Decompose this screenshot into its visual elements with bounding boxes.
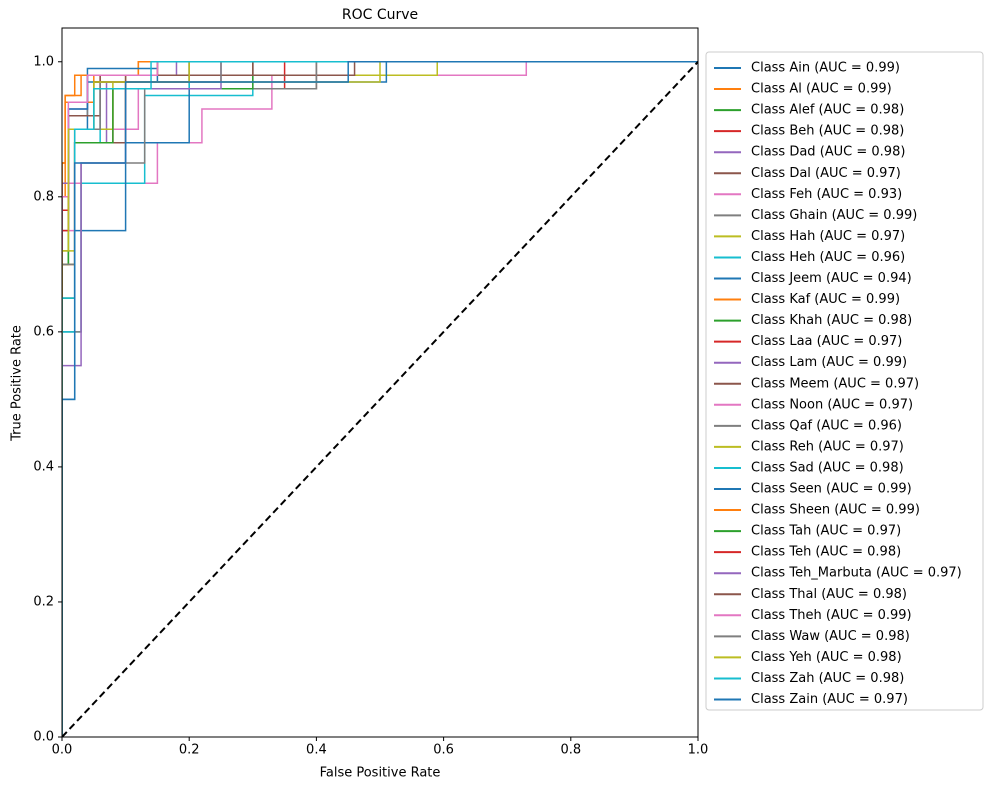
legend-label: Class Ghain (AUC = 0.99) — [751, 208, 917, 223]
x-axis-label: False Positive Rate — [320, 766, 441, 781]
legend-label: Class Tah (AUC = 0.97) — [751, 524, 901, 539]
legend-label: Class Teh_Marbuta (AUC = 0.97) — [751, 566, 962, 581]
legend-label: Class Zah (AUC = 0.98) — [751, 671, 904, 686]
x-tick-label: 1.0 — [688, 743, 709, 758]
legend — [705, 51, 984, 711]
roc-curve — [62, 61, 698, 737]
y-tick-label: 0.6 — [33, 324, 54, 339]
x-tick-label: 0.0 — [52, 743, 73, 758]
legend-label: Class Reh (AUC = 0.97) — [751, 439, 904, 454]
legend-label: Class Heh (AUC = 0.96) — [751, 250, 905, 265]
legend-label: Class Feh (AUC = 0.93) — [751, 187, 902, 202]
legend-label: Class Zain (AUC = 0.97) — [751, 692, 908, 707]
legend-label: Class Kaf (AUC = 0.99) — [751, 292, 900, 307]
legend-label: Class Jeem (AUC = 0.94) — [751, 271, 912, 286]
plot-area — [62, 61, 698, 737]
legend-label: Class Qaf (AUC = 0.96) — [751, 418, 902, 433]
legend-label: Class Laa (AUC = 0.97) — [751, 334, 902, 349]
legend-label: Class Sheen (AUC = 0.99) — [751, 503, 920, 518]
legend-label: Class Yeh (AUC = 0.98) — [751, 650, 902, 665]
x-tick-label: 0.4 — [306, 743, 327, 758]
legend-label: Class Sad (AUC = 0.98) — [751, 460, 904, 475]
y-tick-label: 0.0 — [33, 730, 54, 745]
y-tick-label: 0.2 — [33, 594, 54, 609]
legend-label: Class Theh (AUC = 0.99) — [751, 608, 912, 623]
legend-label: Class Seen (AUC = 0.99) — [751, 482, 912, 497]
axes-frame — [61, 27, 699, 738]
legend-label: Class Teh (AUC = 0.98) — [751, 545, 901, 560]
legend-label: Class Alef (AUC = 0.98) — [751, 103, 904, 118]
roc-curve — [62, 61, 698, 737]
chance-line — [62, 61, 698, 737]
legend-label: Class Lam (AUC = 0.99) — [751, 355, 907, 370]
legend-label: Class Waw (AUC = 0.98) — [751, 629, 910, 644]
y-tick-label: 1.0 — [33, 54, 54, 69]
legend-label: Class Khah (AUC = 0.98) — [751, 313, 912, 328]
legend-label: Class Ain (AUC = 0.99) — [751, 61, 900, 76]
roc-curve — [62, 61, 698, 737]
y-tick-label: 0.4 — [33, 459, 54, 474]
y-axis-label: True Positive Rate — [10, 325, 25, 442]
legend-label: Class Dal (AUC = 0.97) — [751, 166, 901, 181]
legend-label: Class Noon (AUC = 0.97) — [751, 397, 913, 412]
x-tick-label: 0.2 — [179, 743, 200, 758]
legend-label: Class Al (AUC = 0.99) — [751, 82, 892, 97]
x-tick-label: 0.8 — [560, 743, 581, 758]
legend-label: Class Beh (AUC = 0.98) — [751, 124, 904, 139]
x-tick-label: 0.6 — [433, 743, 454, 758]
legend-label: Class Meem (AUC = 0.97) — [751, 376, 919, 391]
legend-label: Class Hah (AUC = 0.97) — [751, 229, 905, 244]
chart-title: ROC Curve — [342, 7, 418, 23]
legend-label: Class Thal (AUC = 0.98) — [751, 587, 907, 602]
y-tick-label: 0.8 — [33, 189, 54, 204]
roc-curve — [62, 61, 698, 737]
legend-label: Class Dad (AUC = 0.98) — [751, 145, 905, 160]
